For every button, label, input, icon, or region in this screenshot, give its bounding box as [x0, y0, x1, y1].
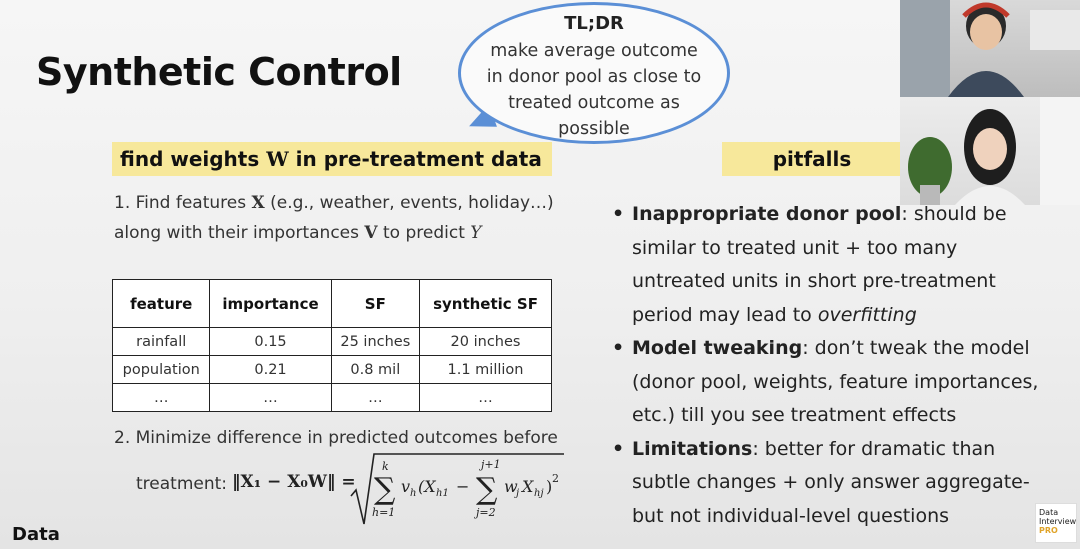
sum2-top: j+1: [478, 458, 501, 471]
table-cell: …: [209, 383, 332, 412]
formula-label: treatment:: [136, 474, 228, 494]
person-shirt: [948, 71, 1024, 97]
weights-heading: find weights W in pre-treatment data: [112, 142, 552, 176]
formula-svg: k ∑ h=1 v h (X h1 − j+1 ∑ j=2 w j X hj )…: [350, 453, 564, 525]
webcam-feed-2: [900, 97, 1080, 205]
pitfall-head: Model tweaking: [632, 337, 803, 359]
table-header: importance: [209, 279, 332, 328]
wall-shelf: [1030, 10, 1080, 50]
list-item: • Model tweaking: don’t tweak the model …: [612, 332, 1052, 433]
footer-label: Data: [12, 524, 60, 545]
step-2-text: 2. Minimize difference in predicted outc…: [114, 428, 558, 448]
weights-heading-prefix: find weights: [120, 147, 267, 171]
table-cell: 0.15: [209, 327, 332, 356]
plant-icon: [908, 137, 952, 197]
pitfalls-list: • Inappropriate donor pool: should be si…: [612, 198, 1052, 533]
table-row: population 0.21 0.8 mil 1.1 million: [111, 355, 552, 384]
person-shirt: [955, 186, 1025, 205]
pitfall-emphasis: overfitting: [817, 303, 917, 326]
sum1-top: k: [382, 460, 389, 473]
person-face: [970, 14, 1002, 50]
webcam-feed-1: [900, 0, 1080, 97]
pitfall-text: : don’t tweak the model (donor pool, wei…: [632, 337, 1039, 426]
bullet-icon: •: [612, 203, 625, 225]
closing-paren: ): [546, 477, 552, 496]
table-cell: 1.1 million: [419, 355, 552, 384]
feature-table: feature importance SF synthetic SF rainf…: [111, 279, 552, 412]
table-cell: population: [111, 355, 211, 384]
list-item: • Limitations: better for dramatic than …: [612, 433, 1052, 534]
step-1-text: 1. Find features X (e.g., weather, event…: [114, 188, 574, 248]
pitfall-head: Inappropriate donor pool: [632, 203, 902, 225]
term-v-sub: h: [410, 488, 416, 499]
table-header: SF: [330, 279, 421, 328]
bookshelf: [1040, 97, 1080, 205]
step-1-part-c: to predict: [377, 223, 471, 243]
person-face: [973, 128, 1007, 170]
table-row: rainfall 0.15 25 inches 20 inches: [111, 327, 552, 356]
bubble-title: TL;DR: [564, 13, 624, 34]
objective-formula: treatment: ‖X₁ − X₀W‖ = k ∑ h=1 v h (X h…: [136, 450, 566, 530]
symbol-v: V: [364, 223, 378, 243]
formula-norm: ‖X₁ − X₀W‖ =: [232, 472, 356, 492]
pitfalls-heading: pitfalls: [722, 142, 902, 176]
step-1-part-b: (e.g., weather, events, holiday…) along …: [114, 193, 554, 243]
table-cell: …: [111, 383, 211, 412]
list-item: • Inappropriate donor pool: should be si…: [612, 198, 1052, 332]
logo-line-1: Data: [1039, 508, 1059, 517]
brand-logo: Data Interview PRO: [1035, 503, 1077, 543]
table-cell: 0.21: [209, 355, 332, 384]
tldr-bubble: TL;DR make average outcome in donor pool…: [458, 2, 730, 144]
pitfall-text: : should be similar to treated unit + to…: [632, 203, 1007, 326]
weights-heading-suffix: in pre-treatment data: [288, 147, 542, 171]
term-v: v: [401, 477, 410, 496]
term-xhj-sub: hj: [534, 488, 544, 499]
radical-sign: [350, 453, 564, 525]
table-cell: 25 inches: [330, 327, 421, 356]
webcam-2-scene: [908, 97, 1080, 205]
slide-title: Synthetic Control: [36, 50, 402, 94]
sum1-bottom: h=1: [372, 506, 395, 519]
headphones-icon: [962, 2, 1010, 18]
logo-line-2: Interview: [1039, 517, 1077, 526]
table-cell: 0.8 mil: [330, 355, 421, 384]
table-row: … … … …: [111, 383, 552, 412]
term-w-sub: j: [514, 488, 519, 499]
power: 2: [552, 472, 559, 485]
table-header: synthetic SF: [419, 279, 552, 328]
logo-line-3: PRO: [1039, 526, 1058, 535]
term-x-sub: h1: [436, 488, 449, 499]
table-cell: …: [419, 383, 552, 412]
step-1-part-a: 1. Find features: [114, 193, 252, 213]
table-header-row: feature importance SF synthetic SF: [111, 279, 552, 328]
bubble-body: make average outcome in donor pool as cl…: [486, 41, 702, 139]
bullet-icon: •: [612, 437, 625, 460]
term-xhj: X: [520, 477, 534, 496]
symbol-x: X: [251, 193, 265, 213]
table-cell: 20 inches: [419, 327, 552, 356]
sum2-sigma: ∑: [476, 472, 498, 507]
table-cell: …: [330, 383, 421, 412]
minus-sign: −: [456, 477, 469, 496]
sum1-sigma: ∑: [374, 472, 396, 507]
plant-pot: [920, 185, 940, 205]
sum2-bottom: j=2: [473, 506, 496, 519]
symbol-y: Y: [470, 223, 482, 243]
weights-symbol: W: [266, 147, 289, 171]
pitfall-head: Limitations: [632, 437, 753, 460]
table-header: feature: [111, 279, 211, 328]
webcam-1-scene: [900, 0, 1080, 97]
table-cell: rainfall: [111, 327, 211, 356]
term-w: w: [504, 477, 518, 496]
term-x: (X: [418, 477, 436, 496]
bullet-icon: •: [612, 337, 625, 359]
window-blinds: [900, 0, 950, 97]
pitfall-text: : better for dramatic than subtle change…: [632, 437, 1030, 527]
